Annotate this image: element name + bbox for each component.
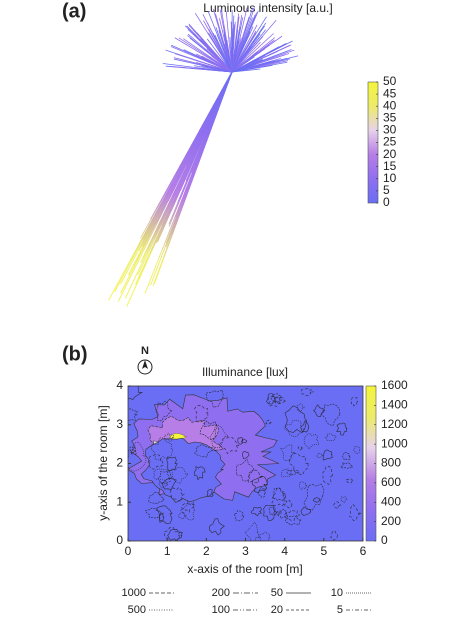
x-tick-label: 4	[281, 544, 288, 558]
contour-field	[122, 381, 363, 545]
x-tick-label: 2	[203, 544, 210, 558]
compass	[138, 360, 152, 374]
colorbar-tick-label: 20	[383, 147, 397, 161]
colorbar-tick-label: 30	[383, 123, 397, 137]
colorbar-tick-label: 600	[381, 475, 401, 489]
colorbar-tick-label: 400	[381, 494, 401, 508]
legend-label: 10	[331, 587, 343, 599]
y-tick-label: 1	[116, 494, 123, 508]
colorbar-tick-label: 50	[383, 74, 397, 88]
colorbar-tick-label: 0	[383, 195, 390, 209]
legend-label: 50	[271, 587, 283, 599]
colorbar-tick-label: 1000	[381, 436, 408, 450]
colorbar-tick-label: 1600	[381, 378, 408, 392]
colorbar-tick-label: 0	[381, 533, 388, 547]
panel-label: (b)	[62, 343, 88, 365]
ray	[191, 72, 232, 166]
legend-label: 200	[212, 587, 230, 599]
panel-label: (a)	[62, 0, 86, 22]
x-tick-label: 3	[242, 544, 249, 558]
legend-label: 100	[212, 604, 230, 616]
ray	[166, 72, 232, 247]
legend-label: 1000	[122, 587, 146, 599]
y-tick-label: 2	[116, 456, 123, 470]
colorbar-tick-label: 200	[381, 514, 401, 528]
legend-label: 500	[128, 604, 146, 616]
x-tick-label: 0	[125, 544, 132, 558]
chart-title: Illuminance [lux]	[202, 365, 288, 379]
legend-label: 5	[337, 604, 343, 616]
y-tick-label: 0	[116, 533, 123, 547]
colorbar-tick-label: 5	[383, 183, 390, 197]
colorbar-tick-label: 10	[383, 171, 397, 185]
north-label: N	[141, 345, 149, 357]
colorbar-tick-label: 15	[383, 159, 397, 173]
colorbar-tick-label: 35	[383, 110, 397, 124]
colorbar-tick-label: 45	[383, 86, 397, 100]
colorbar-tick-label: 1400	[381, 398, 408, 412]
ray	[173, 72, 232, 185]
ray	[151, 72, 232, 219]
x-tick-label: 1	[164, 544, 171, 558]
y-tick-label: 3	[116, 417, 123, 431]
y-tick-label: 4	[116, 378, 123, 392]
y-axis-label: y-axis of the room [m]	[96, 405, 110, 520]
ray	[138, 72, 232, 275]
colorbar-tick-label: 800	[381, 456, 401, 470]
x-tick-label: 6	[360, 544, 367, 558]
x-axis-label: x-axis of the room [m]	[187, 562, 302, 576]
colorbar-tick-label: 1200	[381, 417, 408, 431]
colorbar-tick-label: 25	[383, 135, 397, 149]
intensity-rays	[109, 7, 298, 306]
chart-title: Luminous intensity [a.u.]	[203, 1, 332, 15]
legend-label: 20	[271, 604, 283, 616]
x-tick-label: 5	[320, 544, 327, 558]
colorbar-tick-label: 40	[383, 98, 397, 112]
